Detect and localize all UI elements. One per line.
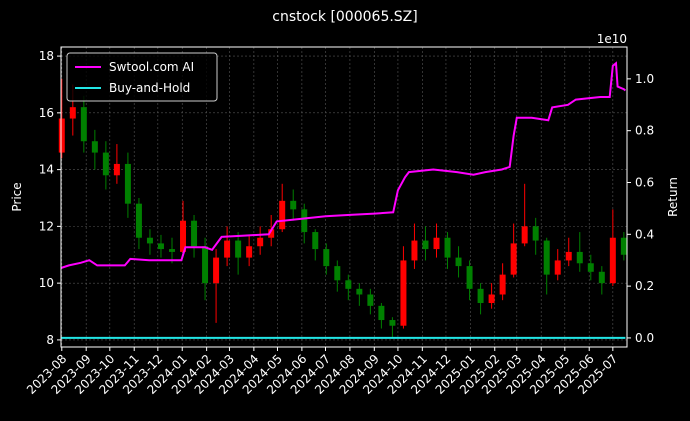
candle-body (235, 240, 242, 258)
candle-body (466, 266, 473, 289)
y2-tick-label: 0.0 (635, 331, 654, 345)
candle-body (113, 163, 120, 176)
candle-body (587, 263, 594, 272)
candle-body (378, 305, 385, 321)
candle-body (202, 246, 209, 284)
candle-body (80, 107, 87, 142)
y-tick-label: 16 (39, 106, 54, 120)
candle-body (389, 320, 396, 326)
legend-box (66, 52, 218, 102)
candle-body (257, 237, 264, 247)
candle-body (455, 257, 462, 267)
candle-body (146, 237, 153, 244)
candle-body (400, 260, 407, 326)
candle-body (224, 240, 231, 258)
candle-body (554, 260, 561, 275)
candle-body (268, 229, 275, 238)
y2-tick-label: 0.8 (635, 124, 654, 138)
y2-tick-label: 1.0 (635, 72, 654, 86)
candle-body (345, 280, 352, 289)
candle-body (246, 246, 253, 258)
candle-body (499, 274, 506, 295)
candle-body (102, 152, 109, 176)
candle-body (290, 200, 297, 210)
candle-body (444, 237, 451, 258)
y-tick-label: 14 (39, 163, 54, 177)
y2-tick-label: 0.6 (635, 175, 654, 189)
candle-body (477, 288, 484, 304)
candle-body (411, 240, 418, 261)
y-tick-label: 10 (39, 276, 54, 290)
candle-body (279, 200, 286, 230)
series-line (60, 61, 627, 269)
y2-tick-label: 0.2 (635, 279, 654, 293)
candle-body (488, 294, 495, 304)
candle-body (312, 232, 319, 250)
legend-label: Swtool.com AI (109, 60, 194, 74)
candle-body (301, 209, 308, 233)
legend-label: Buy-and-Hold (109, 81, 190, 95)
y-axis-label: Price (10, 182, 24, 211)
candle-body (510, 243, 517, 275)
candle-body (213, 257, 220, 284)
plot-frame (60, 46, 628, 348)
y2-offset-label: 1e10 (597, 32, 627, 46)
candle-body (323, 249, 330, 267)
candle-body (532, 226, 539, 241)
y-tick-label: 12 (39, 219, 54, 233)
candle-body (620, 237, 627, 255)
candle-body (576, 251, 583, 264)
candle-body (565, 251, 572, 261)
candle-body (598, 271, 605, 284)
chart-title: cnstock [000065.SZ] (272, 9, 417, 25)
candle-body (543, 240, 550, 275)
candle-body (180, 220, 187, 252)
y-tick-label: 8 (46, 333, 54, 347)
candle-body (69, 107, 76, 119)
candle-body (135, 203, 142, 238)
candle-body (334, 266, 341, 281)
candle-body (433, 237, 440, 250)
candle-body (521, 226, 528, 244)
candle-body (157, 243, 164, 250)
candle-body (169, 249, 175, 252)
candle-body (58, 118, 65, 153)
y-tick-label: 18 (39, 49, 54, 63)
candle-body (356, 288, 363, 295)
candle-body (191, 220, 198, 247)
candle-body (422, 240, 429, 250)
y2-axis-label: Return (666, 177, 680, 217)
candle-body (609, 237, 616, 284)
candle-body (124, 163, 131, 204)
y2-tick-label: 0.4 (635, 227, 654, 241)
candle-body (367, 294, 374, 306)
candle-body (91, 141, 98, 153)
